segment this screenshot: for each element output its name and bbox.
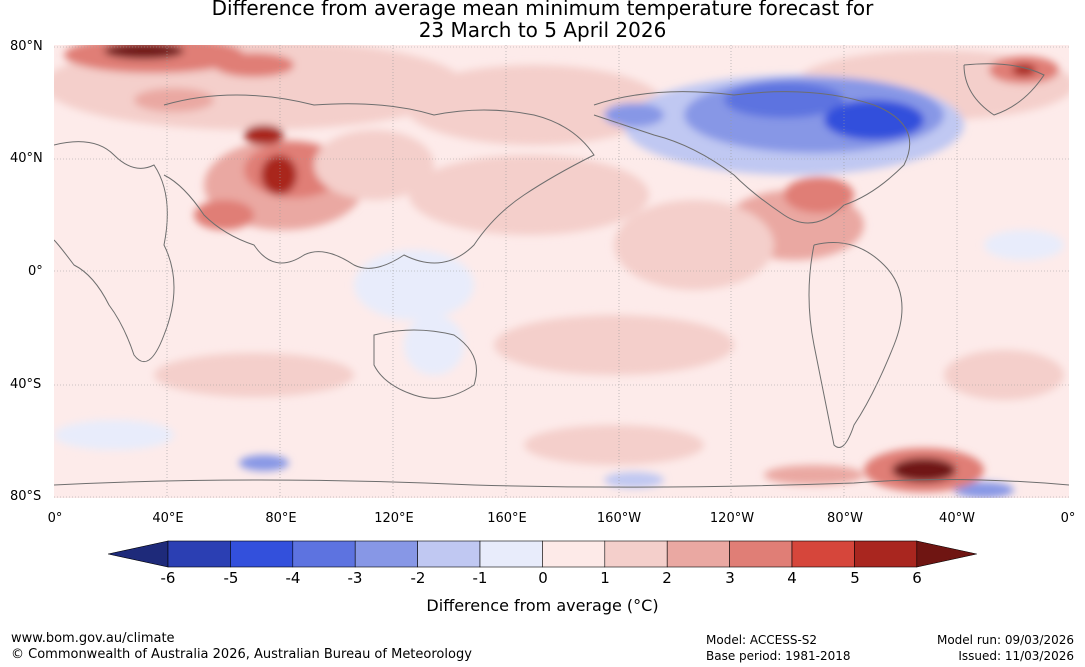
lon-label-80e: 80°E [265,511,297,526]
lon-label-160e: 160°E [487,511,527,526]
footer-model-run: Model run: 09/03/2026 [936,633,1074,647]
colorbar-segment [354,540,418,568]
colorbar [108,540,977,568]
lat-label-80s: 80°S [10,489,42,504]
graticule [54,45,1069,498]
map-canvas [54,45,1069,498]
map-title: Difference from average mean minimum tem… [0,0,1085,41]
colorbar-segment [854,540,918,568]
lat-label-0: 0° [28,264,43,279]
colorbar-segment [417,540,481,568]
colorbar-segment [479,540,543,568]
colorbar-label: Difference from average (°C) [426,596,659,615]
footer-model: Model: ACCESS-S2 [706,633,818,647]
cb-tick: -6 [160,569,176,587]
footer-website[interactable]: www.bom.gov.au/climate [11,631,175,646]
cb-tick: -2 [410,569,426,587]
title-line-2: 23 March to 5 April 2026 [418,18,667,42]
cb-tick: 0 [538,569,548,587]
lon-label-40w: 40°W [939,511,975,526]
colorbar-segment [604,540,668,568]
colorbar-segment [542,540,606,568]
lon-label-120e: 120°E [374,511,414,526]
lon-label-0-east: 0° [1060,511,1076,526]
colorbar-segment [791,540,855,568]
lon-label-40e: 40°E [152,511,184,526]
cb-tick: -1 [472,569,488,587]
anomaly-field [54,45,1069,498]
footer-copyright: © Commonwealth of Australia 2026, Austra… [11,647,472,662]
lat-label-80n: 80°N [10,39,43,54]
cb-tick: 1 [600,569,610,587]
title-line-1: Difference from average mean minimum tem… [211,0,874,20]
cb-tick: 3 [725,569,735,587]
lon-label-120w: 120°W [709,511,755,526]
cb-tick: -3 [347,569,363,587]
cb-tick: 5 [850,569,860,587]
colorbar-extend-low [108,540,169,568]
colorbar-segment [230,540,294,568]
colorbar-segment [666,540,730,568]
footer-base-period: Base period: 1981-2018 [706,649,851,663]
lat-label-40n: 40°N [10,151,43,166]
cb-tick: 6 [912,569,922,587]
lon-label-0: 0° [47,511,63,526]
cb-tick: -5 [223,569,239,587]
coastlines [54,63,1069,488]
cb-tick: 2 [662,569,672,587]
colorbar-extend-high [916,540,977,568]
lon-label-80w: 80°W [827,511,863,526]
colorbar-segment [292,540,356,568]
cb-tick: -4 [285,569,301,587]
lat-label-40s: 40°S [10,377,42,392]
footer-issued: Issued: 11/03/2026 [958,649,1074,663]
colorbar-segment [167,540,231,568]
cb-tick: 4 [787,569,797,587]
forecast-map [54,45,1069,498]
colorbar-segment [729,540,793,568]
lon-label-160w: 160°W [596,511,642,526]
